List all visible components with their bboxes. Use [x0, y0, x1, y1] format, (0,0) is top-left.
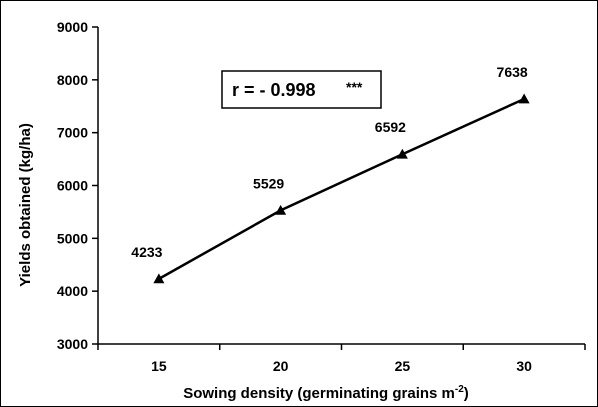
y-tick-label: 5000 [57, 230, 88, 246]
x-axis-title-suffix: ) [464, 385, 469, 402]
y-tick-label: 4000 [57, 283, 88, 299]
x-tick-label: 30 [516, 358, 532, 374]
x-axis-title-main: Sowing density (germinating grains m [183, 385, 455, 402]
y-tick-label: 8000 [57, 72, 88, 88]
data-point-marker [153, 273, 165, 284]
y-tick-label: 9000 [57, 19, 88, 35]
data-label: 7638 [497, 64, 528, 80]
x-tick-label: 20 [273, 358, 289, 374]
significance-stars: *** [346, 79, 363, 95]
y-tick-label: 7000 [57, 125, 88, 141]
y-axis-title: Yields obtained (kg/ha) [17, 123, 34, 287]
y-tick-label: 6000 [57, 178, 88, 194]
correlation-text: r = - 0.998 [232, 80, 316, 100]
x-tick-label: 15 [151, 358, 167, 374]
x-tick-label: 25 [395, 358, 411, 374]
correlation-annotation: r = - 0.998 *** [221, 70, 382, 109]
data-label: 4233 [131, 244, 162, 260]
x-axis-title-superscript: -2 [455, 384, 464, 395]
data-point-marker [396, 148, 408, 159]
y-tick-label: 3000 [57, 336, 88, 352]
series-layer [153, 93, 530, 284]
x-axis-title: Sowing density (germinating grains m-2) [183, 384, 469, 402]
annotation-box [221, 70, 382, 109]
series-line [158, 97, 525, 280]
axes: 3000 4000 5000 6000 7000 8000 9000 15 20 25 30 [57, 19, 586, 374]
data-label: 6592 [375, 119, 406, 135]
data-label: 5529 [253, 175, 284, 191]
data-point-marker [275, 204, 287, 215]
data-point-marker [518, 93, 530, 104]
data-labels: 4233 5529 6592 7638 [131, 64, 528, 260]
